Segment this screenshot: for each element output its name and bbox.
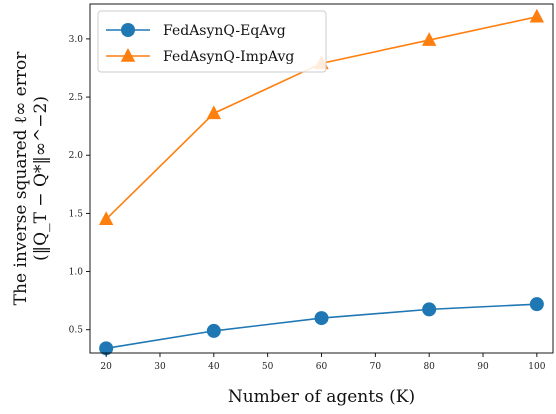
legend-label-impavg: FedAsynQ-ImpAvg [163,49,294,65]
y-tick-label: 2.5 [69,93,84,103]
ticks-layer: 20 30 40 50 60 70 80 90 100 0.5 1.0 1.5 2.0 2.5 3.0 [69,35,546,372]
data-point [314,311,329,326]
y-tick-label: 1.5 [69,209,84,219]
legend-label-eqavg: FedAsynQ-EqAvg [163,23,286,39]
data-point [206,105,222,120]
data-point [99,341,114,356]
x-tick-label: 50 [262,362,274,372]
y-axis-label-line1: The inverse squared ℓ∞ error [11,51,31,306]
x-tick-label: 30 [154,362,166,372]
series-line-eqavg [106,303,537,350]
legend-entry-impavg: FedAsynQ-ImpAvg [106,48,294,65]
y-tick-label: 2.0 [69,151,84,161]
data-point [98,211,114,225]
legend-triangle-marker [120,48,136,62]
x-tick-label: 60 [316,362,328,372]
legend-box [97,10,327,73]
y-tick-label: 1.0 [69,268,84,278]
x-axis-label: Number of agents (K) [228,387,415,407]
x-tick-label: 40 [208,362,220,372]
data-point [529,8,545,23]
y-axis-label: The inverse squared ℓ∞ error (‖Q_T − Q*‖… [11,51,51,306]
y-axis-label-line2: (‖Q_T − Q*‖∞^−2) [31,96,51,261]
data-point [206,323,221,338]
data-point [529,297,544,312]
legend-entry-eqavg: FedAsynQ-EqAvg [106,23,286,39]
x-tick-label: 70 [370,362,382,372]
x-tick-label: 90 [477,362,489,372]
x-tick-label: 80 [423,362,435,372]
y-tick-label: 0.5 [69,326,84,336]
data-point [422,302,437,317]
legend-circle-marker [121,23,135,37]
legend: FedAsynQ-EqAvg FedAsynQ-ImpAvg [97,10,327,73]
x-tick-label: 100 [528,362,545,372]
y-tick-label: 3.0 [69,35,84,45]
x-tick-label: 20 [100,362,112,372]
data-point [421,32,437,46]
